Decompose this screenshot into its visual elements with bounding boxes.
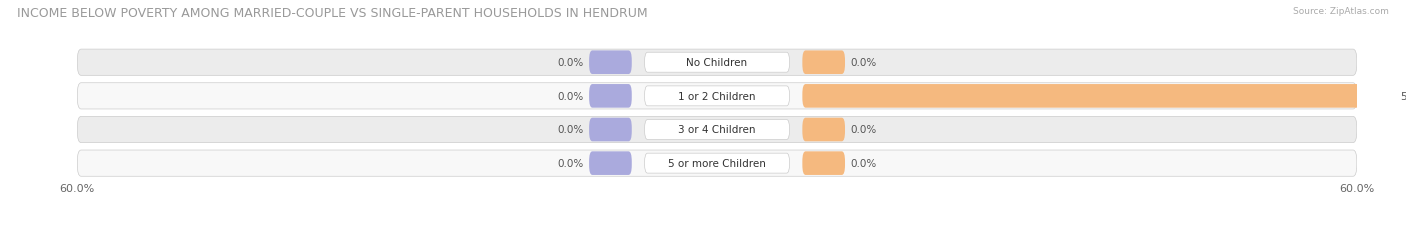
FancyBboxPatch shape	[803, 152, 845, 175]
Text: 0.0%: 0.0%	[851, 158, 876, 168]
Text: 0.0%: 0.0%	[558, 125, 583, 135]
FancyBboxPatch shape	[77, 150, 1357, 176]
FancyBboxPatch shape	[589, 85, 631, 108]
Text: 0.0%: 0.0%	[851, 125, 876, 135]
FancyBboxPatch shape	[803, 85, 1395, 108]
FancyBboxPatch shape	[644, 120, 790, 140]
FancyBboxPatch shape	[77, 50, 1357, 76]
FancyBboxPatch shape	[644, 53, 790, 73]
Text: 0.0%: 0.0%	[851, 58, 876, 68]
Text: 0.0%: 0.0%	[558, 58, 583, 68]
Legend: Married Couples, Single Parents: Married Couples, Single Parents	[607, 226, 827, 231]
Text: 0.0%: 0.0%	[558, 91, 583, 101]
FancyBboxPatch shape	[77, 83, 1357, 109]
Text: No Children: No Children	[686, 58, 748, 68]
Text: 5 or more Children: 5 or more Children	[668, 158, 766, 168]
FancyBboxPatch shape	[803, 118, 845, 142]
FancyBboxPatch shape	[589, 152, 631, 175]
Text: Source: ZipAtlas.com: Source: ZipAtlas.com	[1294, 7, 1389, 16]
FancyBboxPatch shape	[644, 87, 790, 106]
FancyBboxPatch shape	[589, 118, 631, 142]
Text: 55.6%: 55.6%	[1400, 91, 1406, 101]
Text: 1 or 2 Children: 1 or 2 Children	[678, 91, 756, 101]
FancyBboxPatch shape	[803, 51, 845, 75]
FancyBboxPatch shape	[77, 117, 1357, 143]
FancyBboxPatch shape	[644, 154, 790, 173]
Text: 0.0%: 0.0%	[558, 158, 583, 168]
Text: INCOME BELOW POVERTY AMONG MARRIED-COUPLE VS SINGLE-PARENT HOUSEHOLDS IN HENDRUM: INCOME BELOW POVERTY AMONG MARRIED-COUPL…	[17, 7, 648, 20]
FancyBboxPatch shape	[589, 51, 631, 75]
Text: 3 or 4 Children: 3 or 4 Children	[678, 125, 756, 135]
